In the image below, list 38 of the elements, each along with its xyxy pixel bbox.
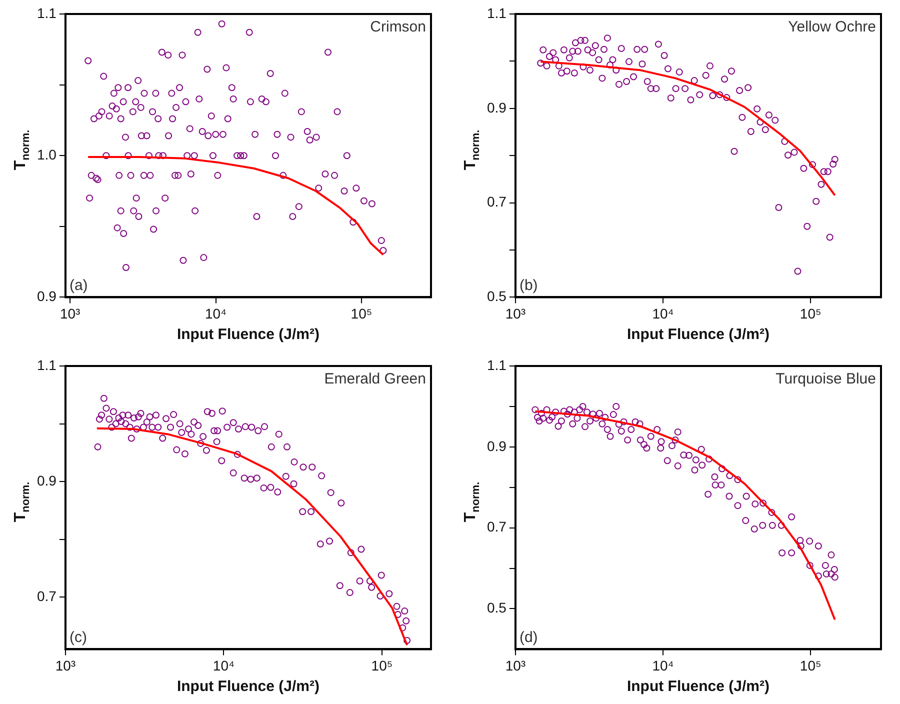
y-tick-label: 0.9 [36,288,57,304]
x-tick-label: 10⁴ [204,305,227,322]
y-tick-label: 0.7 [486,518,507,535]
x-tick-label: 10⁵ [371,657,393,674]
annotation: Yellow Ochre [788,18,876,36]
annotation: (d) [519,628,538,646]
annotation: (c) [69,628,87,646]
y-tick-label: 0.7 [36,588,57,604]
x-tick-label: 10⁵ [800,305,822,322]
x-tick-label: 10⁵ [800,657,822,674]
y-tick-label: 1.1 [36,4,57,21]
x-tick-label: 10³ [505,305,526,322]
x-axis-title: Input Fluence (J/m²) [626,326,770,344]
annotation: (b) [519,276,538,294]
x-tick-label: 10³ [505,657,526,674]
y-tick-label: 1.1 [36,356,57,373]
y-tick-label: 1.0 [36,146,57,162]
y-tick-label: 0.5 [486,288,507,304]
x-tick-label: 10⁴ [652,305,674,322]
annotation: Emerald Green [324,370,426,388]
annotation: Crimson [370,18,426,36]
x-tick-label: 10⁴ [652,657,674,674]
y-tick-label: 0.7 [486,194,507,210]
x-axis-title: Input Fluence (J/m²) [176,326,320,344]
y-tick-label: 0.5 [486,600,507,616]
y-tick-label: 1.1 [486,356,507,373]
y-tick-label: 0.9 [486,99,507,116]
y-tick-label: 0.9 [36,472,57,488]
y-tick-label: 1.1 [486,4,507,21]
x-axis-title: Input Fluence (J/m²) [176,678,320,696]
x-tick-label: 10³ [55,657,76,674]
x-tick-label: 10⁴ [212,657,235,674]
annotation: Turquoise Blue [776,370,876,388]
annotation: (a) [69,276,88,294]
x-tick-label: 10³ [60,305,81,322]
x-axis-title: Input Fluence (J/m²) [626,678,770,696]
x-tick-label: 10⁵ [350,305,372,322]
y-tick-label: 0.9 [486,438,507,454]
